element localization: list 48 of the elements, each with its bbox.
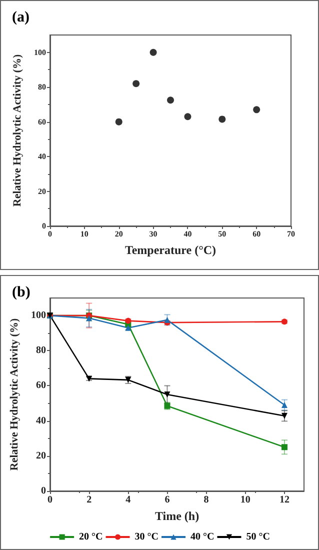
x-tick-label: 10 xyxy=(240,494,250,506)
point xyxy=(281,402,288,408)
point xyxy=(164,316,170,323)
point xyxy=(132,80,140,88)
x-tick-label: 6 xyxy=(164,494,170,506)
y-tick-label: 100 xyxy=(31,310,46,322)
y-tick-label: 40 xyxy=(38,152,46,162)
y-axis-title: Relative Hydrolytic Activity (%) xyxy=(8,318,21,471)
point xyxy=(167,96,174,104)
chart-title: (b) xyxy=(12,284,30,300)
y-tick-label: 20 xyxy=(38,186,46,196)
x-tick-label: 0 xyxy=(48,230,52,238)
legend-label: 50 °C xyxy=(246,532,270,542)
point xyxy=(115,118,122,126)
y-tick-label: 0 xyxy=(42,222,46,230)
chart-title: (a) xyxy=(12,10,30,26)
point xyxy=(281,444,288,450)
point xyxy=(218,116,226,123)
y-tick-label: 100 xyxy=(34,48,46,57)
x-tick-label: 2 xyxy=(86,494,92,506)
x-tick-label: 70 xyxy=(287,230,295,238)
y-tick-label: 40 xyxy=(36,415,46,426)
y-tick-label: 60 xyxy=(36,380,46,392)
point xyxy=(184,113,192,120)
point xyxy=(281,412,288,419)
x-tick-label: 4 xyxy=(126,494,131,506)
x-tick-label: 60 xyxy=(252,230,261,238)
x-tick-label: 12 xyxy=(279,494,290,506)
legend-label: 30 °C xyxy=(134,532,159,542)
y-tick-label: 80 xyxy=(38,82,46,92)
x-tick-label: 20 xyxy=(114,230,123,238)
x-tick-label: 8 xyxy=(204,494,209,506)
legend-label: 40 °C xyxy=(190,532,214,542)
point xyxy=(253,106,260,114)
y-tick-label: 80 xyxy=(36,345,46,356)
x-tick-label: 50 xyxy=(218,230,226,238)
y-tick-label: 0 xyxy=(41,486,46,496)
x-tick-label: 40 xyxy=(184,230,192,238)
y-tick-label: 20 xyxy=(36,450,46,462)
x-tick-label: 10 xyxy=(80,230,88,238)
point xyxy=(164,392,170,398)
x-axis-title: Time (h) xyxy=(154,508,200,523)
y-tick-label: 60 xyxy=(38,117,46,126)
x-axis-title: Temperature (°C) xyxy=(124,243,216,257)
y-axis-title: Relative Hydrolytic Activity (%) xyxy=(12,54,24,207)
point xyxy=(150,48,157,56)
x-tick-label: 30 xyxy=(149,230,158,238)
legend-label: 20 °C xyxy=(79,532,103,542)
